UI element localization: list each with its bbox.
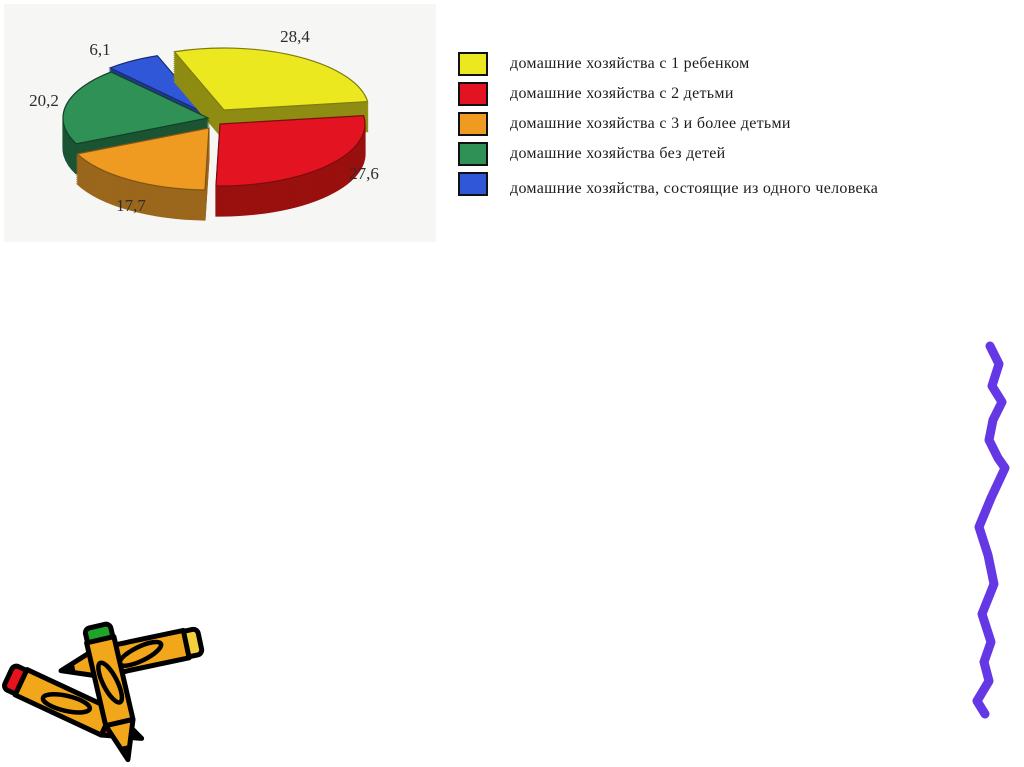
svg-text:17,7: 17,7 [116, 196, 146, 215]
crayon-green [82, 621, 136, 763]
svg-text:28,4: 28,4 [280, 27, 310, 46]
crayon-yellow [58, 626, 205, 679]
legend-item: домашние хозяйства, состоящие из одного … [458, 172, 890, 199]
pie-chart: 28,4 27,6 17,7 20,2 6,1 [4, 4, 436, 242]
legend-item: домашние хозяйства с 1 ребенком [458, 52, 890, 76]
legend-label: домашние хозяйства с 2 детьми [510, 84, 734, 102]
legend-item: домашние хозяйства без детей [458, 142, 890, 166]
legend-swatch-red [458, 82, 488, 106]
chart-legend: домашние хозяйства с 1 ребенком домашние… [458, 52, 890, 199]
legend-label: домашние хозяйства с 1 ребенком [510, 54, 750, 72]
svg-text:20,2: 20,2 [29, 91, 59, 110]
legend-label: домашние хозяйства с 3 и более детьми [510, 114, 791, 132]
legend-label: домашние хозяйства без детей [510, 144, 726, 162]
legend-swatch-green [458, 142, 488, 166]
legend-item: домашние хозяйства с 2 детьми [458, 82, 890, 106]
svg-text:27,6: 27,6 [349, 164, 379, 183]
legend-swatch-yellow [458, 52, 488, 76]
purple-squiggle-doodle [972, 341, 1010, 719]
legend-label: домашние хозяйства, состоящие из одного … [510, 180, 879, 198]
crayon-red [2, 663, 145, 741]
svg-text:6,1: 6,1 [89, 40, 110, 59]
crayons-clipart [2, 621, 205, 763]
legend-swatch-blue [458, 172, 488, 196]
legend-swatch-orange [458, 112, 488, 136]
legend-item: домашние хозяйства с 3 и более детьми [458, 112, 890, 136]
